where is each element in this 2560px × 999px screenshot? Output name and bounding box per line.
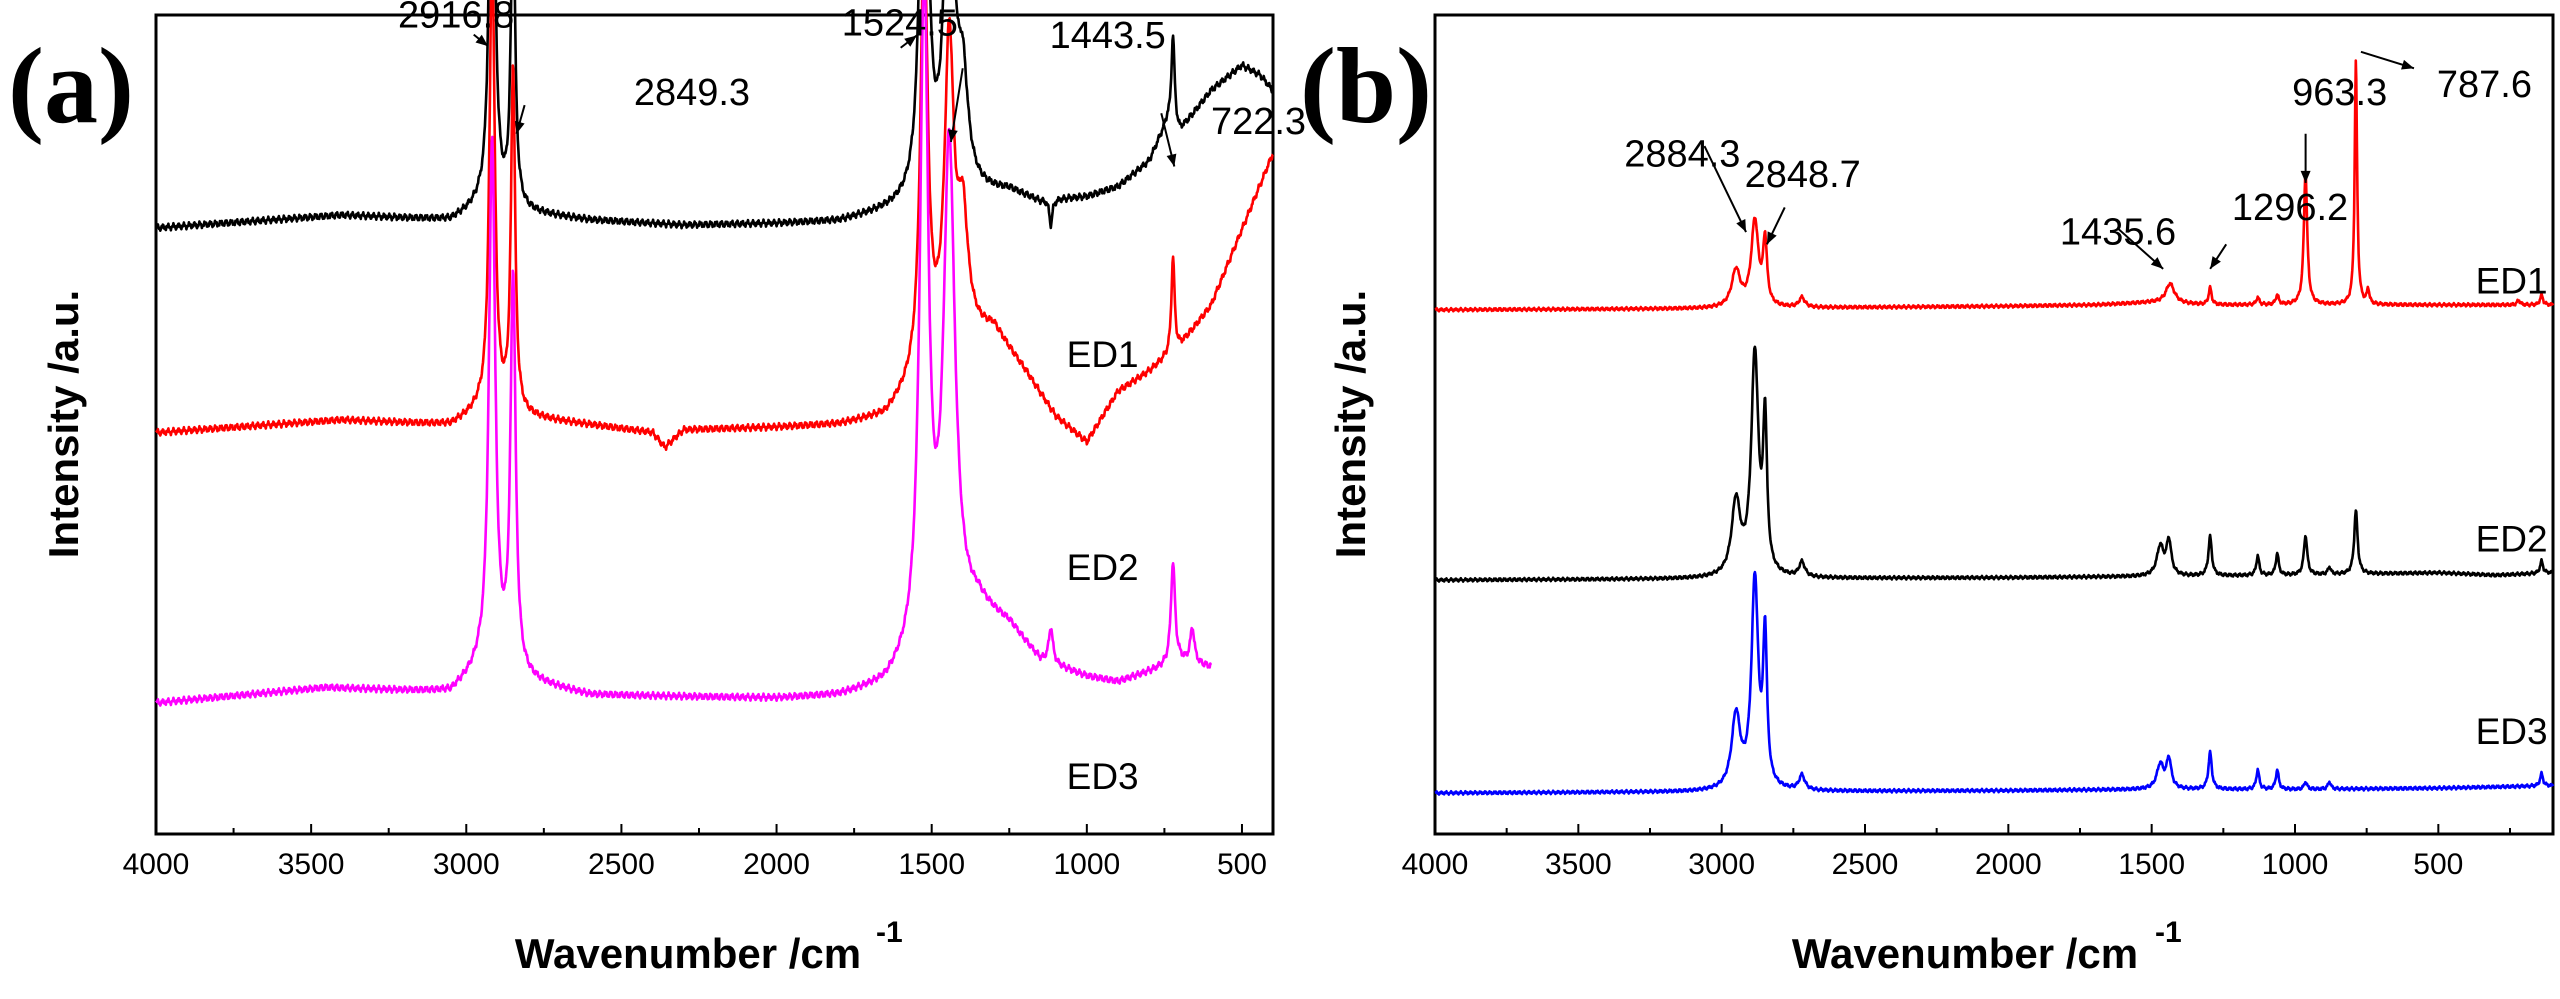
series-label-ed2: ED2 xyxy=(2476,518,2548,559)
panel-a-label: (a) xyxy=(8,27,134,146)
x-tick-label: 4000 xyxy=(1402,848,1469,881)
peak-annotation-arrowhead xyxy=(2150,257,2164,269)
peak-annotation-label: 1435.6 xyxy=(2060,211,2176,253)
peak-annotation-arrow xyxy=(949,68,964,143)
panel-a-x-ticks: 4000 3500 3000 2500 2000 1500 1000 500 xyxy=(123,824,1267,881)
series-label-ed1: ED1 xyxy=(2476,260,2548,301)
x-tick-label: 2500 xyxy=(588,848,655,881)
series-line-ed2 xyxy=(1434,345,2555,583)
peak-annotation-label: 2849.3 xyxy=(634,72,750,114)
series-line-ed1 xyxy=(155,0,1275,232)
peak-annotation-arrowhead xyxy=(2210,256,2221,269)
series-line-ed3 xyxy=(1434,570,2555,796)
x-tick-label: 3500 xyxy=(1545,848,1612,881)
peak-annotation-arrowhead xyxy=(514,120,525,134)
x-tick-label: 1500 xyxy=(2118,848,2185,881)
x-tick-label: 2000 xyxy=(1975,848,2042,881)
panel-b-series-labels: ED1 ED2 ED3 xyxy=(2476,260,2548,751)
peak-annotation-arrowhead xyxy=(1766,231,1777,245)
panel-b-label: (b) xyxy=(1300,27,1432,146)
series-label-ed2: ED2 xyxy=(1067,547,1139,588)
x-tick-label: 3000 xyxy=(1688,848,1755,881)
x-tick-label: 3500 xyxy=(278,848,345,881)
peak-annotation-label: 1296.2 xyxy=(2232,187,2348,229)
panel-a-xlabel-text: Wavenumber /cm xyxy=(515,930,861,977)
peak-annotation-label: 2916.8 xyxy=(398,0,514,36)
panel-a-ylabel: Intensity /a.u. xyxy=(40,290,87,558)
panel-a-frame xyxy=(154,13,1275,836)
peak-annotation-label: 1443.5 xyxy=(1050,15,1166,57)
x-tick-label: 2500 xyxy=(1832,848,1899,881)
x-tick-label: 1000 xyxy=(2262,848,2329,881)
panel-a-annotations: 2916.8 2849.3 1524.5 1443.5 722.3 xyxy=(398,0,1306,167)
panel-b-xlabel-text: Wavenumber /cm xyxy=(1792,930,2138,977)
x-tick-label: 2000 xyxy=(743,848,810,881)
series-line-ed2 xyxy=(155,0,1274,451)
peak-annotation-label: 2848.7 xyxy=(1745,154,1861,196)
peak-annotation-arrowhead xyxy=(475,34,488,47)
x-tick-label: 1500 xyxy=(898,848,965,881)
panel-a-xlabel-superscript: -1 xyxy=(876,916,903,949)
series-line-ed1 xyxy=(1434,59,2555,313)
series-label-ed3: ED3 xyxy=(2476,711,2548,752)
peak-annotation-label: 963.3 xyxy=(2292,72,2387,114)
panel-b: (b) Intensity /a.u. Wavenumber /cm -1 40… xyxy=(1300,13,2555,977)
panel-b-xlabel: Wavenumber /cm -1 xyxy=(1792,916,2182,977)
x-tick-label: 500 xyxy=(1217,848,1267,881)
panel-b-annotations: 2884.3 2848.7 1435.6 1296.2 963.3 787.6 xyxy=(1624,50,2532,270)
panel-a-xlabel: Wavenumber /cm -1 xyxy=(515,916,903,977)
peak-annotation-arrowhead xyxy=(1736,219,1747,233)
panel-b-frame xyxy=(1433,13,2555,836)
x-tick-label: 4000 xyxy=(123,848,190,881)
panel-b-x-ticks: 4000 3500 3000 2500 2000 1500 1000 500 xyxy=(1402,824,2511,881)
x-tick-label: 3000 xyxy=(433,848,500,881)
series-label-ed3: ED3 xyxy=(1067,756,1139,797)
peak-annotation-arrowhead xyxy=(2300,170,2311,183)
peak-annotation-arrowhead xyxy=(904,35,917,47)
peak-annotation-arrowhead xyxy=(2401,59,2414,70)
x-tick-label: 500 xyxy=(2413,848,2463,881)
peak-annotation-label: 722.3 xyxy=(1211,101,1306,143)
series-label-ed1: ED1 xyxy=(1067,334,1139,375)
panel-a: (a) Intensity /a.u. Wavenumber /cm -1 40… xyxy=(8,0,1306,977)
peak-annotation-arrow xyxy=(1703,145,1747,233)
series-line-ed3 xyxy=(155,0,1213,707)
x-tick-label: 1000 xyxy=(1053,848,1120,881)
panel-b-xlabel-superscript: -1 xyxy=(2155,916,2182,949)
peak-annotation-arrowhead xyxy=(947,129,958,142)
panel-a-series-labels: ED1 ED2 ED3 xyxy=(1067,334,1139,797)
peak-annotation-label: 2884.3 xyxy=(1624,134,1740,176)
peak-annotation-label: 787.6 xyxy=(2437,64,2532,106)
peak-annotation-label: 1524.5 xyxy=(842,2,958,44)
panel-b-ylabel: Intensity /a.u. xyxy=(1327,290,1374,558)
peak-annotation-arrowhead xyxy=(1166,153,1177,167)
panel-a-series xyxy=(155,0,1275,707)
panel-b-series xyxy=(1434,59,2555,796)
